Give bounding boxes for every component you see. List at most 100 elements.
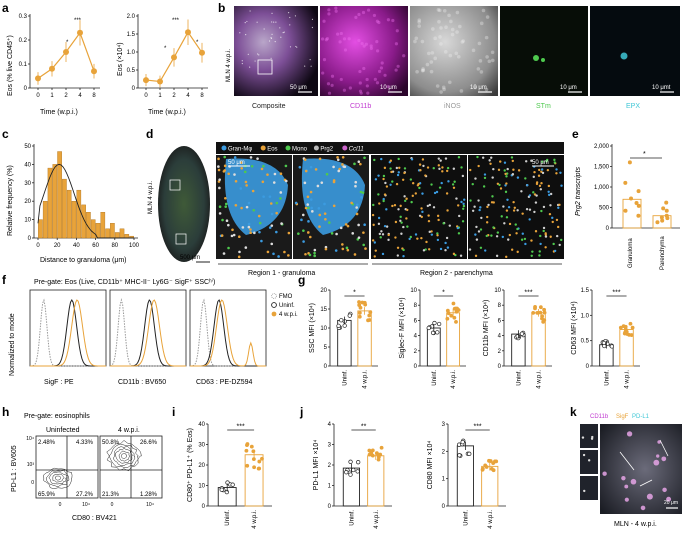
- b-cd11b-speck: [339, 77, 343, 82]
- cell: [266, 250, 270, 254]
- b-inos-speck: [420, 68, 425, 73]
- cell: [377, 216, 381, 220]
- cell: [275, 230, 278, 234]
- cell: [462, 202, 465, 206]
- cell: [355, 203, 359, 207]
- cell: [272, 252, 275, 256]
- xtick-label: 2: [172, 93, 176, 99]
- point: [452, 315, 457, 320]
- ytick-label: 50: [24, 144, 31, 150]
- cell: [474, 177, 477, 180]
- b-scale-1: 50 μm: [290, 85, 307, 91]
- cell: [486, 205, 489, 209]
- cell: [330, 232, 334, 235]
- point: [336, 323, 341, 328]
- cell: [515, 232, 518, 235]
- cell: [483, 173, 487, 176]
- b-inos-speck: [433, 36, 437, 41]
- ylabel: PD-L1 MFI ×10⁴: [313, 440, 320, 491]
- bar: [105, 228, 110, 239]
- ytick-label: 4: [414, 334, 418, 340]
- cell: [420, 236, 423, 240]
- point: [368, 310, 373, 315]
- cell: [360, 196, 363, 199]
- panel-label-i: i: [172, 405, 175, 419]
- b-composite-speck: [274, 41, 276, 43]
- point: [541, 319, 546, 324]
- cell: [283, 250, 286, 254]
- k-cell: [626, 431, 633, 437]
- b-composite-speck: [257, 53, 259, 55]
- point: [446, 311, 451, 316]
- cell: [444, 248, 447, 252]
- cell: [308, 253, 312, 257]
- point: [533, 306, 537, 311]
- b-inos-speck: [439, 26, 443, 30]
- point: [367, 313, 372, 318]
- ytick-label: 8: [498, 303, 502, 309]
- point: [623, 180, 628, 185]
- bar: [38, 219, 43, 239]
- ytick-label: 4: [498, 334, 502, 340]
- cell: [461, 220, 465, 223]
- ytick-label: 1.0: [581, 313, 590, 319]
- cell: [338, 167, 341, 171]
- bar: [481, 465, 499, 507]
- b-inos-speck: [458, 24, 462, 29]
- sig-star: **: [361, 424, 367, 431]
- h-title-uninf: Uninfected: [46, 427, 80, 434]
- ytick-label: 20: [320, 288, 327, 294]
- cell: [377, 174, 380, 177]
- b-scale-3: 10 μm: [470, 85, 487, 91]
- cell: [405, 217, 408, 220]
- cell: [385, 208, 388, 211]
- cell: [245, 184, 248, 187]
- cell: [555, 218, 559, 222]
- cell: [469, 199, 472, 202]
- cell: [421, 192, 424, 195]
- ytick-label: 0: [328, 504, 332, 510]
- xtick-label: 4 w.p.i.: [537, 370, 543, 389]
- b-composite-speck: [246, 20, 248, 23]
- ytick-label: 2: [414, 349, 418, 355]
- cell: [344, 223, 348, 226]
- cell: [218, 186, 221, 190]
- cell: [232, 233, 236, 237]
- cell: [393, 204, 397, 207]
- ytick-label: 10: [198, 484, 205, 490]
- a-right-ylabel: Eos (×10⁴): [117, 42, 124, 76]
- cell: [484, 249, 487, 252]
- sig-star: ***: [237, 424, 245, 431]
- xtick-label: 2: [64, 93, 68, 99]
- cell: [400, 221, 403, 224]
- point: [348, 459, 353, 464]
- cell: [456, 226, 460, 230]
- cell: [532, 175, 535, 179]
- cell: [238, 235, 241, 239]
- cell: [256, 157, 259, 160]
- cell: [541, 160, 544, 163]
- sig-star: *: [353, 290, 356, 297]
- cell: [445, 169, 449, 173]
- ytick-label: 40: [24, 162, 31, 168]
- panel-label-d: d: [146, 127, 153, 141]
- point: [623, 324, 628, 329]
- f-curves: [29, 298, 266, 367]
- cell: [490, 234, 493, 237]
- ytick-label: 15: [320, 307, 327, 313]
- cell: [553, 161, 556, 164]
- cell: [520, 190, 523, 193]
- b-inos-speck: [471, 48, 476, 53]
- cell: [499, 187, 503, 190]
- b-scale-2: 10 μm: [380, 85, 397, 91]
- e-yticks: 0 500 1,000 1,500 2,000: [594, 144, 612, 232]
- cell: [377, 222, 381, 226]
- cell: [446, 209, 449, 212]
- g-subplot-1: 0 5 10 15 20 * Uninf. 4 w.p.i. SSC MFI (×10⁴): [309, 288, 378, 389]
- cell: [540, 168, 544, 171]
- cell: [224, 196, 227, 200]
- b-composite-zoom-box: [257, 59, 273, 75]
- cell: [371, 239, 375, 242]
- ytick-label: 3: [328, 443, 332, 449]
